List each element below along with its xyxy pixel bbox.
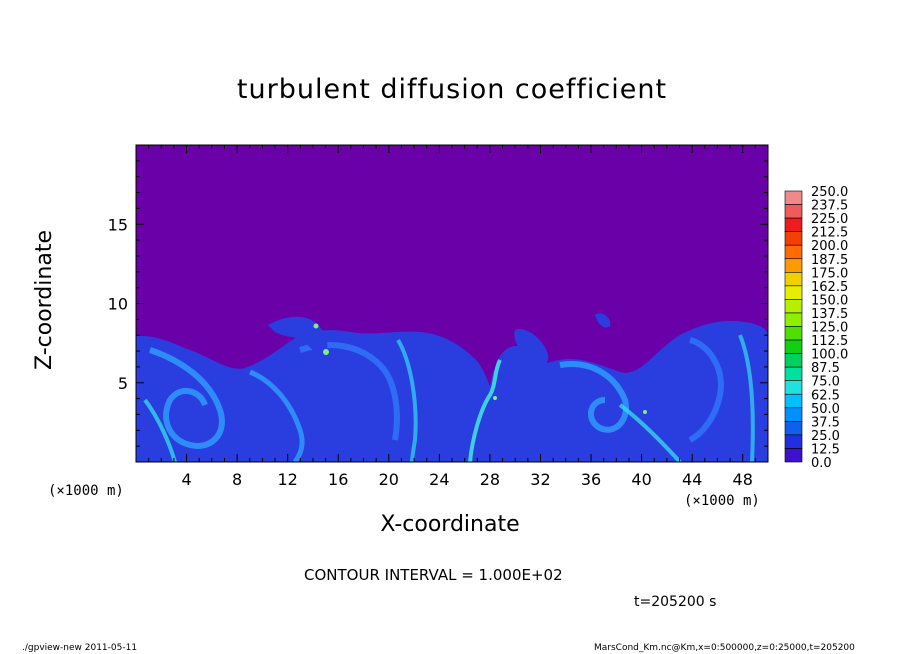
y-tick-label: 15 bbox=[108, 215, 128, 234]
turbulent-field bbox=[136, 313, 768, 462]
colorbar-label: 37.5 bbox=[811, 415, 840, 430]
x-axis-unit-left: (×1000 m) bbox=[48, 483, 124, 499]
colorbar-label: 162.5 bbox=[811, 280, 848, 295]
colorbar-label: 125.0 bbox=[811, 321, 848, 336]
colorbar-label: 200.0 bbox=[811, 239, 848, 254]
x-tick-label: 16 bbox=[328, 470, 348, 489]
colorbar-swatch bbox=[784, 366, 803, 381]
colorbar-swatch bbox=[784, 326, 803, 341]
colorbar-label: 12.5 bbox=[811, 442, 840, 457]
x-axis-label: X-coordinate bbox=[380, 512, 520, 537]
colorbar-label: 237.5 bbox=[811, 199, 848, 214]
colorbar-swatch bbox=[784, 312, 803, 327]
colorbar-label: 25.0 bbox=[811, 429, 840, 444]
y-tick-label: 5 bbox=[118, 374, 128, 393]
x-tick-label: 20 bbox=[379, 470, 399, 489]
chart-title: turbulent diffusion coefficient bbox=[236, 74, 668, 105]
colorbar-swatch bbox=[784, 217, 803, 232]
colorbar-label: 137.5 bbox=[811, 307, 848, 322]
colorbar-swatch bbox=[784, 380, 803, 395]
colorbar-label: 187.5 bbox=[811, 253, 848, 268]
colorbar-swatch bbox=[784, 407, 803, 422]
colorbar-swatch bbox=[784, 299, 803, 314]
colorbar-swatch bbox=[784, 393, 803, 409]
colorbar-label: 175.0 bbox=[811, 266, 848, 281]
y-axis-label: Z-coordinate bbox=[32, 230, 57, 370]
time-label: t=205200 s bbox=[634, 594, 717, 610]
colorbar-label: 150.0 bbox=[811, 293, 848, 308]
colorbar-swatch bbox=[784, 421, 803, 436]
x-axis-unit-right: (×1000 m) bbox=[684, 493, 760, 509]
colorbar-swatch bbox=[784, 434, 803, 449]
colorbar-label: 250.0 bbox=[811, 185, 848, 200]
colorbar-swatch bbox=[784, 353, 803, 368]
colorbar-label: 212.5 bbox=[811, 226, 848, 241]
x-tick-label: 8 bbox=[232, 470, 242, 489]
colorbar-label: 0.0 bbox=[811, 456, 832, 471]
x-tick-label: 4 bbox=[181, 470, 191, 489]
colorbar-label: 225.0 bbox=[811, 212, 848, 227]
contour-interval: CONTOUR INTERVAL = 1.000E+02 bbox=[304, 566, 563, 584]
x-tick-label: 12 bbox=[278, 470, 298, 489]
colorbar-swatch bbox=[784, 285, 803, 300]
colorbar-swatch bbox=[784, 204, 803, 219]
y-axis: 5 10 15 bbox=[108, 160, 768, 447]
x-tick-label: 48 bbox=[733, 470, 753, 489]
colorbar-label: 100.0 bbox=[811, 348, 848, 363]
x-tick-label: 44 bbox=[682, 470, 702, 489]
x-tick-label: 40 bbox=[631, 470, 651, 489]
colorbar-swatch bbox=[784, 258, 803, 273]
colorbar-label: 62.5 bbox=[811, 388, 840, 403]
x-tick-label: 24 bbox=[429, 470, 449, 489]
colorbar-label: 75.0 bbox=[811, 375, 840, 390]
colorbar-swatch bbox=[784, 271, 803, 287]
colorbar-swatch bbox=[784, 448, 803, 463]
x-tick-label: 32 bbox=[530, 470, 550, 489]
colorbar-label: 87.5 bbox=[811, 361, 840, 376]
footer-right: MarsCond_Km.nc@Km,x=0:500000,z=0:25000,t… bbox=[594, 643, 855, 653]
y-tick-label: 10 bbox=[108, 295, 128, 314]
colorbar-swatch bbox=[784, 231, 803, 246]
x-axis: 4 8 12 16 20 24 28 32 36 40 44 48 bbox=[148, 145, 756, 489]
colorbar-label: 50.0 bbox=[811, 402, 840, 417]
colorbar: 250.0237.5225.0212.5200.0187.5175.0162.5… bbox=[784, 185, 848, 471]
colorbar-swatch bbox=[784, 190, 803, 205]
x-tick-label: 36 bbox=[581, 470, 601, 489]
colorbar-swatch bbox=[784, 339, 803, 354]
x-tick-label: 28 bbox=[480, 470, 500, 489]
colorbar-label: 112.5 bbox=[811, 334, 848, 349]
footer-left: ./gpview-new 2011-05-11 bbox=[22, 643, 138, 653]
colorbar-swatch bbox=[784, 244, 803, 260]
